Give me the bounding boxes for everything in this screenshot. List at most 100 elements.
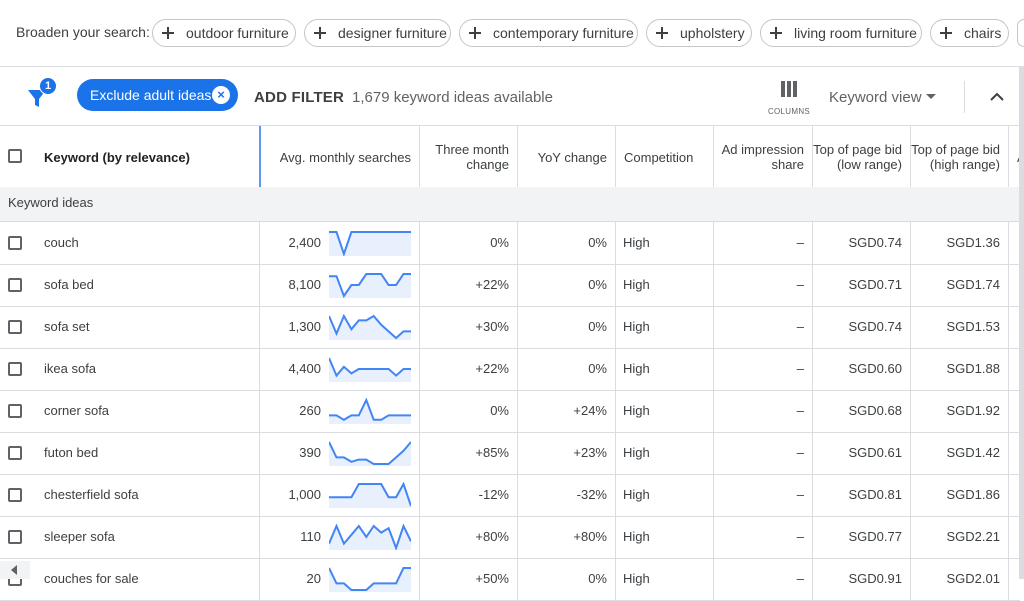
chip-overflow[interactable] xyxy=(1017,19,1024,47)
close-icon[interactable]: × xyxy=(212,86,230,104)
chip-chairs[interactable]: chairs xyxy=(930,19,1009,47)
chip-living-room-furniture[interactable]: living room furniture xyxy=(760,19,922,47)
plus-icon xyxy=(162,27,174,39)
filter-icon[interactable] xyxy=(25,81,55,111)
column-divider xyxy=(259,516,260,558)
avg-monthly-searches-cell: 20 xyxy=(306,571,321,586)
chip-outdoor-furniture[interactable]: outdoor furniture xyxy=(152,19,296,47)
column-divider xyxy=(259,432,260,474)
table-row[interactable]: sleeper sofa 110 +80% +80% High – SGD0.77 SGD2.… xyxy=(0,516,1020,559)
add-filter-button[interactable]: ADD FILTER xyxy=(254,89,345,106)
keyword-ideas-group-row: Keyword ideas xyxy=(0,187,1020,222)
header-keyword[interactable]: Keyword (by relevance) xyxy=(44,149,190,165)
table-row[interactable]: sofa bed 8,100 +22% 0% High – SGD0.71 SGD1.74 xyxy=(0,264,1020,307)
column-divider xyxy=(259,222,260,264)
keyword-cell[interactable]: futon bed xyxy=(44,445,99,460)
column-divider xyxy=(1008,222,1009,264)
row-checkbox[interactable] xyxy=(8,530,22,544)
chevron-up-icon[interactable] xyxy=(985,87,1009,107)
three-month-change-cell: +80% xyxy=(475,529,509,544)
chip-upholstery[interactable]: upholstery xyxy=(646,19,752,47)
column-divider xyxy=(812,264,813,306)
table-row[interactable]: sofa set 1,300 +30% 0% High – SGD0.74 SGD1.53 xyxy=(0,306,1020,349)
bid-high-cell: SGD1.53 xyxy=(946,319,1000,334)
row-checkbox[interactable] xyxy=(8,362,22,376)
competition-cell: High xyxy=(623,529,650,544)
avg-monthly-searches-cell: 8,100 xyxy=(288,277,321,292)
header-cut-off[interactable]: A xyxy=(1008,126,1019,188)
three-month-change-cell: +22% xyxy=(475,277,509,292)
yoy-change-cell: 0% xyxy=(588,571,607,586)
keyword-cell[interactable]: couches for sale xyxy=(44,571,139,586)
sparkline-area xyxy=(329,442,411,466)
avg-monthly-searches-cell: 1,000 xyxy=(288,487,321,502)
column-divider xyxy=(419,306,420,348)
keyword-cell[interactable]: sleeper sofa xyxy=(44,529,115,544)
header-avg-monthly-searches[interactable]: Avg. monthly searches xyxy=(259,126,419,188)
columns-button[interactable]: COLUMNS xyxy=(767,81,811,117)
trend-sparkline xyxy=(329,231,411,256)
table-row[interactable]: ikea sofa 4,400 +22% 0% High – SGD0.60 SGD1.88 xyxy=(0,348,1020,391)
keyword-cell[interactable]: ikea sofa xyxy=(44,361,97,376)
row-checkbox[interactable] xyxy=(8,446,22,460)
select-all-checkbox[interactable] xyxy=(8,149,22,163)
keyword-view-dropdown[interactable]: Keyword view xyxy=(829,89,922,106)
column-divider xyxy=(615,390,616,432)
yoy-change-cell: +24% xyxy=(573,403,607,418)
avg-monthly-searches-cell: 2,400 xyxy=(288,235,321,250)
vertical-scrollbar[interactable] xyxy=(1019,66,1024,579)
sparkline-line xyxy=(329,273,411,298)
table-row[interactable]: chesterfield sofa 1,000 -12% -32% High – SGD0.… xyxy=(0,474,1020,517)
table-row[interactable]: couches for sale 20 +50% 0% High – SGD0.91 SGD2… xyxy=(0,558,1020,601)
table-row[interactable]: couch 2,400 0% 0% High – SGD0.74 SGD1.36 xyxy=(0,222,1020,265)
row-checkbox[interactable] xyxy=(8,404,22,418)
row-checkbox[interactable] xyxy=(8,488,22,502)
column-divider xyxy=(419,264,420,306)
column-divider xyxy=(910,222,911,264)
row-checkbox[interactable] xyxy=(8,236,22,250)
column-divider xyxy=(812,432,813,474)
column-divider xyxy=(1008,348,1009,390)
header-three-month-change[interactable]: Three month change xyxy=(419,126,517,188)
ad-impression-share-cell: – xyxy=(796,571,804,586)
keyword-cell[interactable]: sofa bed xyxy=(44,277,94,292)
exclude-adult-ideas-chip[interactable]: Exclude adult ideas × xyxy=(77,79,238,111)
avg-monthly-searches-cell: 390 xyxy=(299,445,321,460)
keyword-cell[interactable]: corner sofa xyxy=(44,403,110,418)
ad-impression-share-cell: – xyxy=(796,529,804,544)
header-competition[interactable]: Competition xyxy=(615,126,713,188)
row-checkbox[interactable] xyxy=(8,320,22,334)
trend-sparkline xyxy=(329,314,411,340)
table-header: Keyword (by relevance) Avg. monthly sear… xyxy=(0,125,1024,190)
bid-low-cell: SGD0.60 xyxy=(848,361,902,376)
competition-cell: High xyxy=(623,403,650,418)
header-yoy-change[interactable]: YoY change xyxy=(517,126,615,188)
trend-sparkline xyxy=(329,398,411,424)
row-checkbox[interactable] xyxy=(8,278,22,292)
header-bid-high[interactable]: Top of page bid (high range) xyxy=(910,126,1008,188)
competition-cell: High xyxy=(623,361,650,376)
three-month-change-cell: +85% xyxy=(475,445,509,460)
bid-high-cell: SGD1.86 xyxy=(946,487,1000,502)
keyword-cell[interactable]: chesterfield sofa xyxy=(44,487,139,502)
header-ad-impression-share[interactable]: Ad impression share xyxy=(713,126,812,188)
three-month-change-cell: 0% xyxy=(490,235,509,250)
ad-impression-share-cell: – xyxy=(796,487,804,502)
yoy-change-cell: 0% xyxy=(588,235,607,250)
chip-contemporary-furniture[interactable]: contemporary furniture xyxy=(459,19,638,47)
yoy-change-cell: 0% xyxy=(588,319,607,334)
table-row[interactable]: corner sofa 260 0% +24% High – SGD0.68 SGD1.92 xyxy=(0,390,1020,433)
column-divider xyxy=(615,306,616,348)
column-divider xyxy=(1008,432,1009,474)
column-divider xyxy=(517,474,518,516)
bid-high-cell: SGD2.01 xyxy=(946,571,1000,586)
header-bid-low[interactable]: Top of page bid (low range) xyxy=(812,126,910,188)
yoy-change-cell: +80% xyxy=(573,529,607,544)
keyword-cell[interactable]: couch xyxy=(44,235,79,250)
bid-high-cell: SGD1.42 xyxy=(946,445,1000,460)
table-row[interactable]: futon bed 390 +85% +23% High – SGD0.61 SGD1.42 xyxy=(0,432,1020,475)
chip-designer-furniture[interactable]: designer furniture xyxy=(304,19,451,47)
keyword-cell[interactable]: sofa set xyxy=(44,319,90,334)
caret-down-icon[interactable] xyxy=(926,94,936,99)
scroll-left-button[interactable] xyxy=(0,561,30,579)
